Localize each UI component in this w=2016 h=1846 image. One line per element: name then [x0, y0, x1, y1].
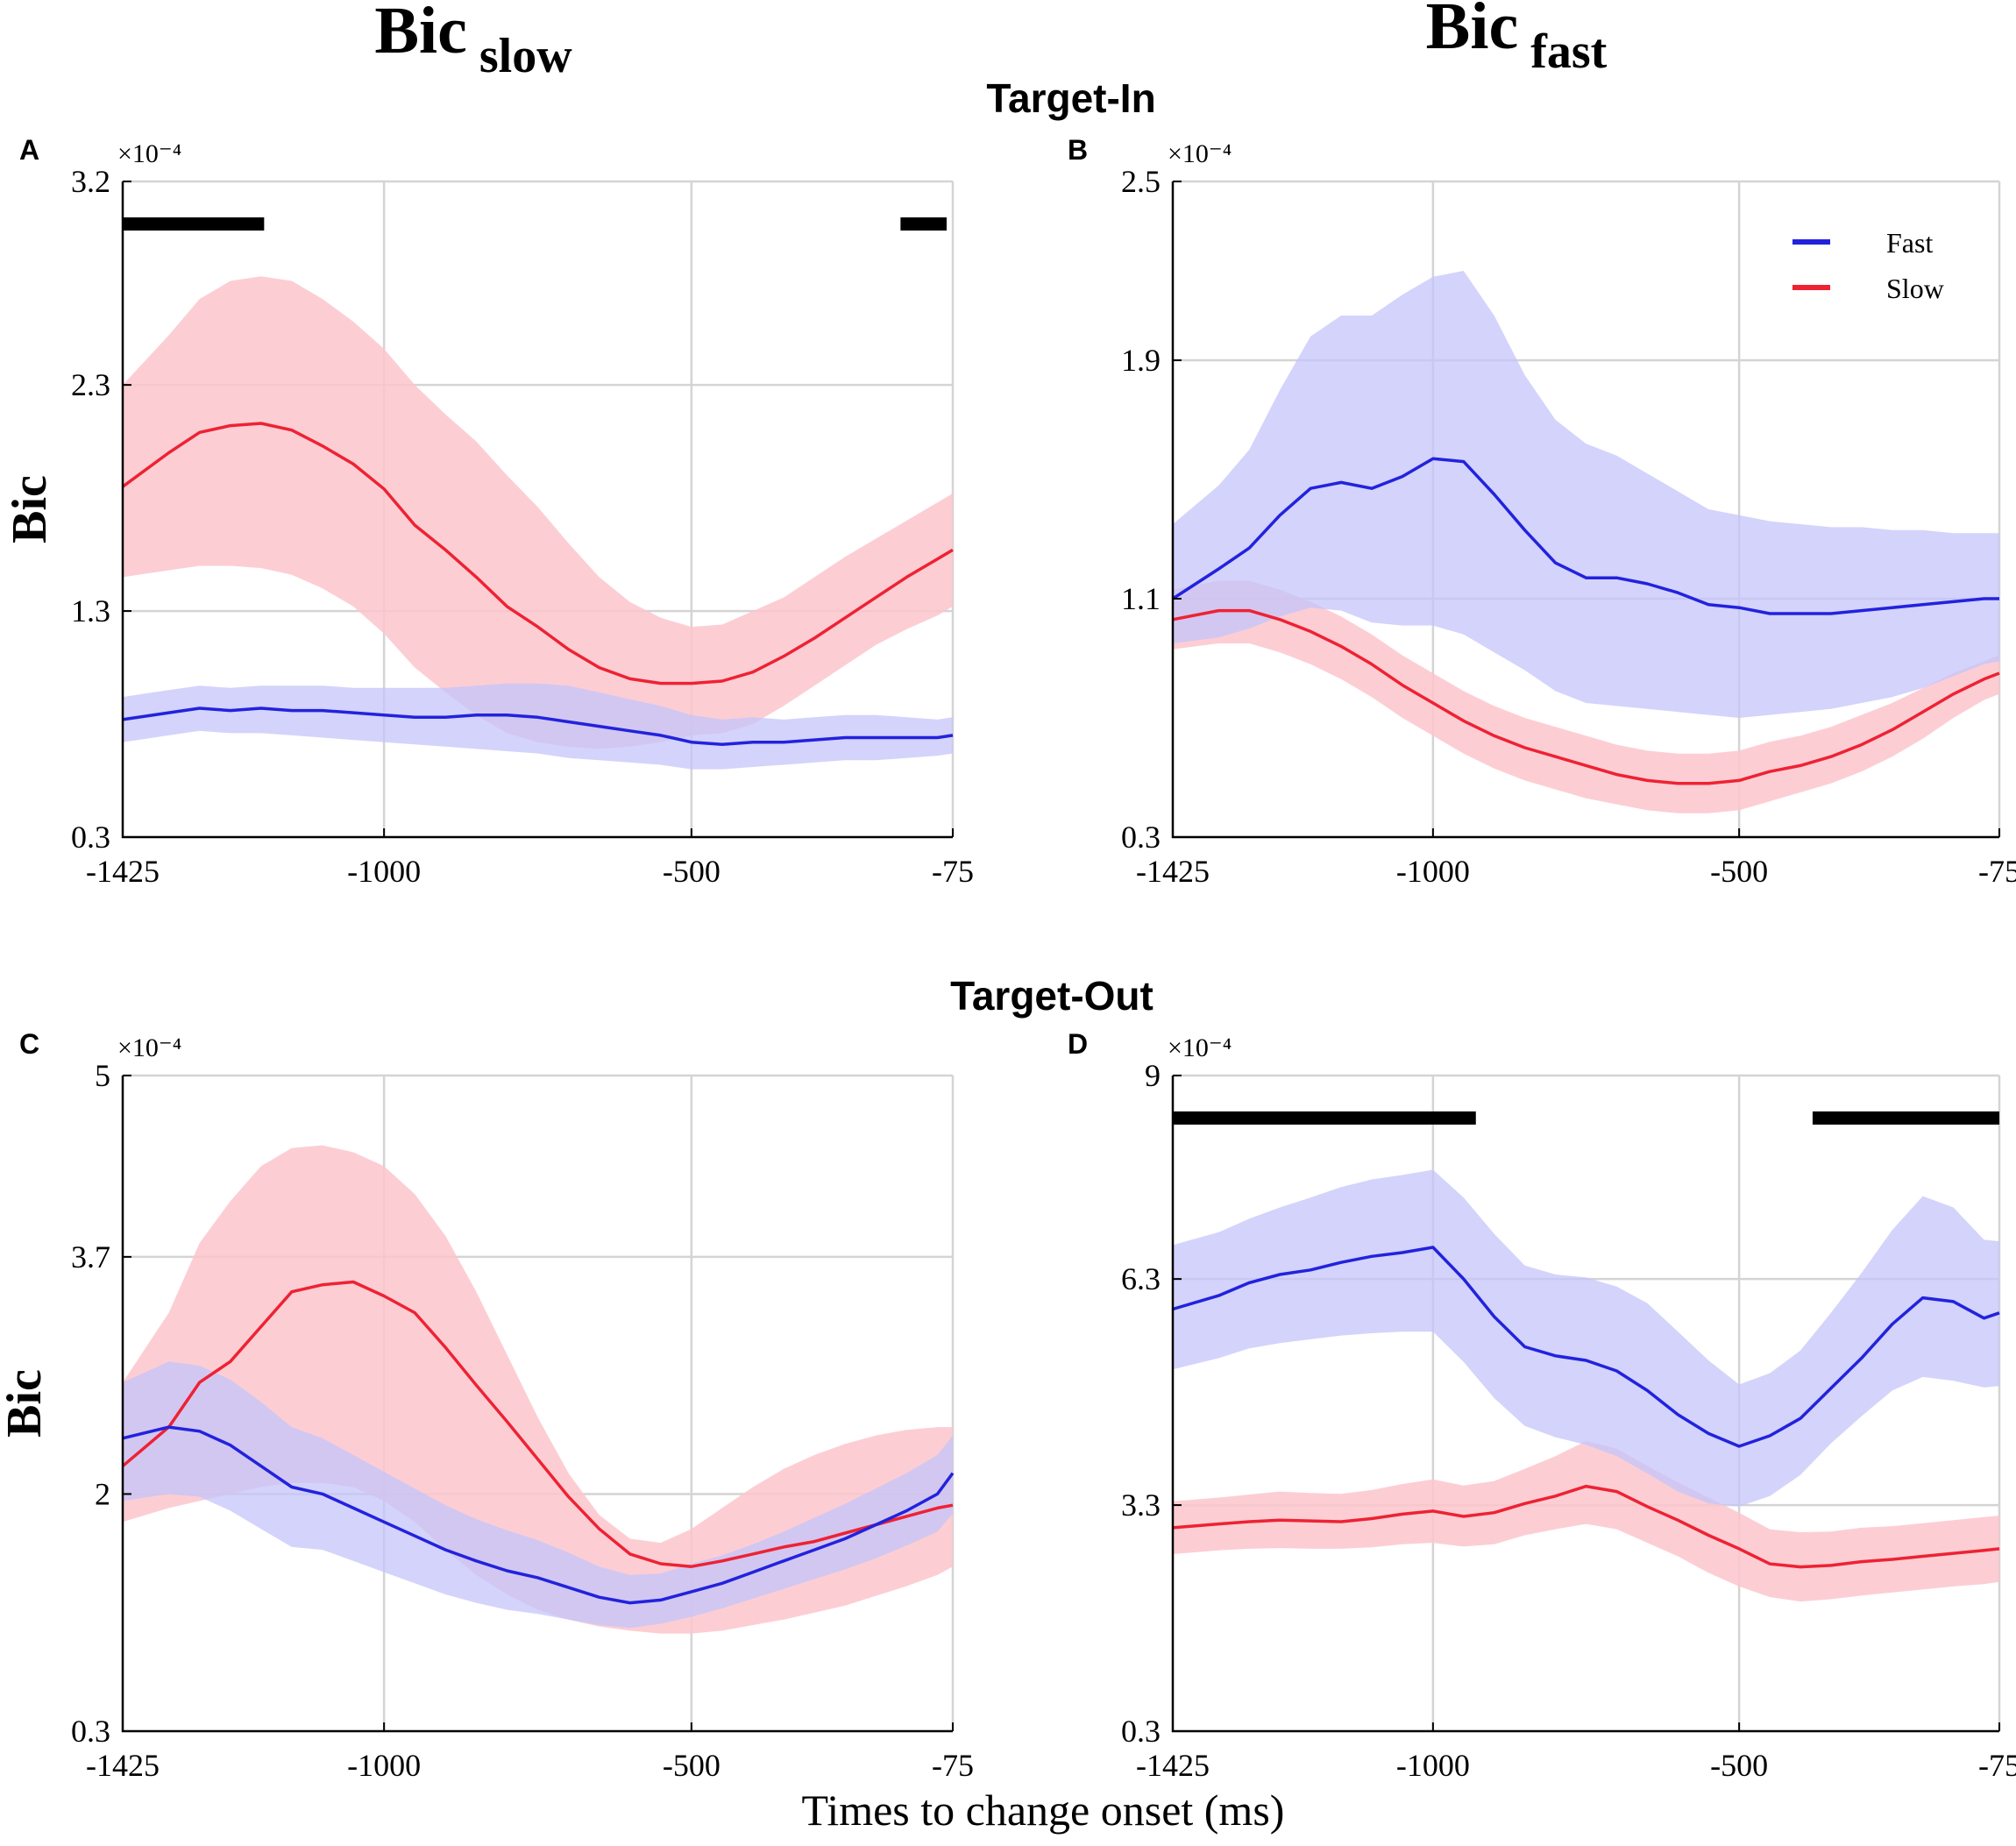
- exponent-label: ×10⁻⁴: [117, 1033, 181, 1062]
- x-axis-label: Times to change onset (ms): [802, 1786, 1285, 1835]
- line-slow: [1172, 608, 2000, 785]
- x-tick-label: -1425: [1136, 1748, 1210, 1783]
- line-fast: [1172, 457, 1999, 615]
- band-slow: [123, 1145, 953, 1634]
- x-tick-label: -1000: [1396, 854, 1470, 889]
- significance-bar: [1812, 1111, 1999, 1125]
- y-tick-label: 6.3: [1121, 1261, 1161, 1296]
- x-tick-label: -500: [663, 854, 721, 889]
- exponent-label: ×10⁻⁴: [1168, 139, 1232, 168]
- y-tick-label: 5: [95, 1058, 110, 1093]
- band-slow: [123, 276, 953, 749]
- x-tick-label: -75: [932, 1748, 974, 1783]
- x-tick-label: -1425: [86, 854, 160, 889]
- col-title-left-sub: slow: [479, 29, 572, 83]
- line-slow: [1172, 1484, 2000, 1569]
- band-slow: [1173, 1441, 1999, 1602]
- y-tick-label: 0.3: [1121, 820, 1161, 855]
- col-title-right-sub: fast: [1530, 25, 1607, 79]
- x-tick-label: -1000: [347, 854, 421, 889]
- legend: Fast Slow: [1792, 227, 1944, 304]
- panel-B: -1425 -1000 -500 -75 0.3 1.1 1.9 2.5×10⁻⁴ B: [1068, 134, 2016, 889]
- panel-letter: D: [1068, 1028, 1088, 1060]
- significance-bar: [123, 217, 265, 231]
- x-tick-label: -500: [1710, 854, 1768, 889]
- row-title-target-in: Target-In: [986, 75, 1155, 121]
- line-fast: [1172, 1246, 2000, 1448]
- band-slow: [1173, 580, 1999, 813]
- y-tick-label: 0.3: [71, 1714, 110, 1749]
- y-tick-label: 1.9: [1121, 343, 1161, 378]
- x-tick-label: -1425: [1136, 854, 1210, 889]
- exponent-label: ×10⁻⁴: [117, 139, 181, 168]
- col-title-right: Bic fast: [1426, 0, 1608, 79]
- y-axis-label: Bic: [3, 475, 57, 543]
- x-tick-label: -1000: [347, 1748, 421, 1783]
- exponent-label: ×10⁻⁴: [1168, 1033, 1232, 1062]
- legend-slow-label: Slow: [1886, 273, 1944, 304]
- y-tick-label: 2.5: [1121, 164, 1161, 199]
- panel-D: -1425 -1000 -500 -75 0.3 3.3 6.3 9×10⁻⁴ D: [1068, 1028, 2016, 1783]
- line-fast: [122, 1425, 955, 1605]
- x-tick-label: -500: [1710, 1748, 1768, 1783]
- y-tick-label: 0.3: [1121, 1714, 1161, 1749]
- col-title-right-main: Bic: [1426, 0, 1519, 63]
- x-tick-label: -500: [663, 1748, 721, 1783]
- x-tick-label: -75: [932, 854, 974, 889]
- y-tick-label: 2: [95, 1476, 110, 1511]
- row-title-target-out: Target-Out: [950, 973, 1154, 1019]
- significance-bar: [900, 217, 947, 231]
- y-tick-label: 3.2: [71, 164, 110, 199]
- col-title-left: Bic slow: [374, 0, 572, 83]
- y-tick-label: 1.3: [71, 593, 110, 628]
- y-tick-label: 3.7: [71, 1239, 110, 1274]
- y-tick-label: 2.3: [71, 367, 110, 402]
- panel-letter: C: [19, 1028, 39, 1060]
- x-tick-label: -75: [1978, 1748, 2016, 1783]
- panel-A: -1425 -1000 -500 -75 0.3 1.3 2.3 3.2×10⁻⁴ Bic A: [3, 134, 974, 889]
- line-slow: [121, 1280, 954, 1568]
- col-title-left-main: Bic: [374, 0, 467, 67]
- line-fast: [122, 706, 954, 746]
- panel-C: -1425 -1000 -500 -75 0.3 2 3.7 5×10⁻⁴ Bic C: [0, 1028, 974, 1783]
- y-tick-label: 0.3: [71, 820, 110, 855]
- band-fast: [123, 683, 953, 770]
- x-tick-label: -1425: [86, 1748, 160, 1783]
- y-tick-label: 9: [1145, 1058, 1161, 1093]
- x-tick-label: -75: [1978, 854, 2016, 889]
- band-fast: [1173, 271, 1999, 718]
- line-slow: [121, 422, 954, 685]
- panel-letter: B: [1068, 134, 1088, 166]
- y-axis-label: Bic: [0, 1369, 52, 1438]
- y-tick-label: 3.3: [1121, 1487, 1161, 1523]
- band-fast: [123, 1361, 953, 1629]
- panel-letter: A: [19, 134, 39, 166]
- x-tick-label: -1000: [1396, 1748, 1470, 1783]
- significance-bar: [1173, 1111, 1476, 1125]
- legend-fast-label: Fast: [1886, 227, 1933, 259]
- y-tick-label: 1.1: [1121, 581, 1161, 616]
